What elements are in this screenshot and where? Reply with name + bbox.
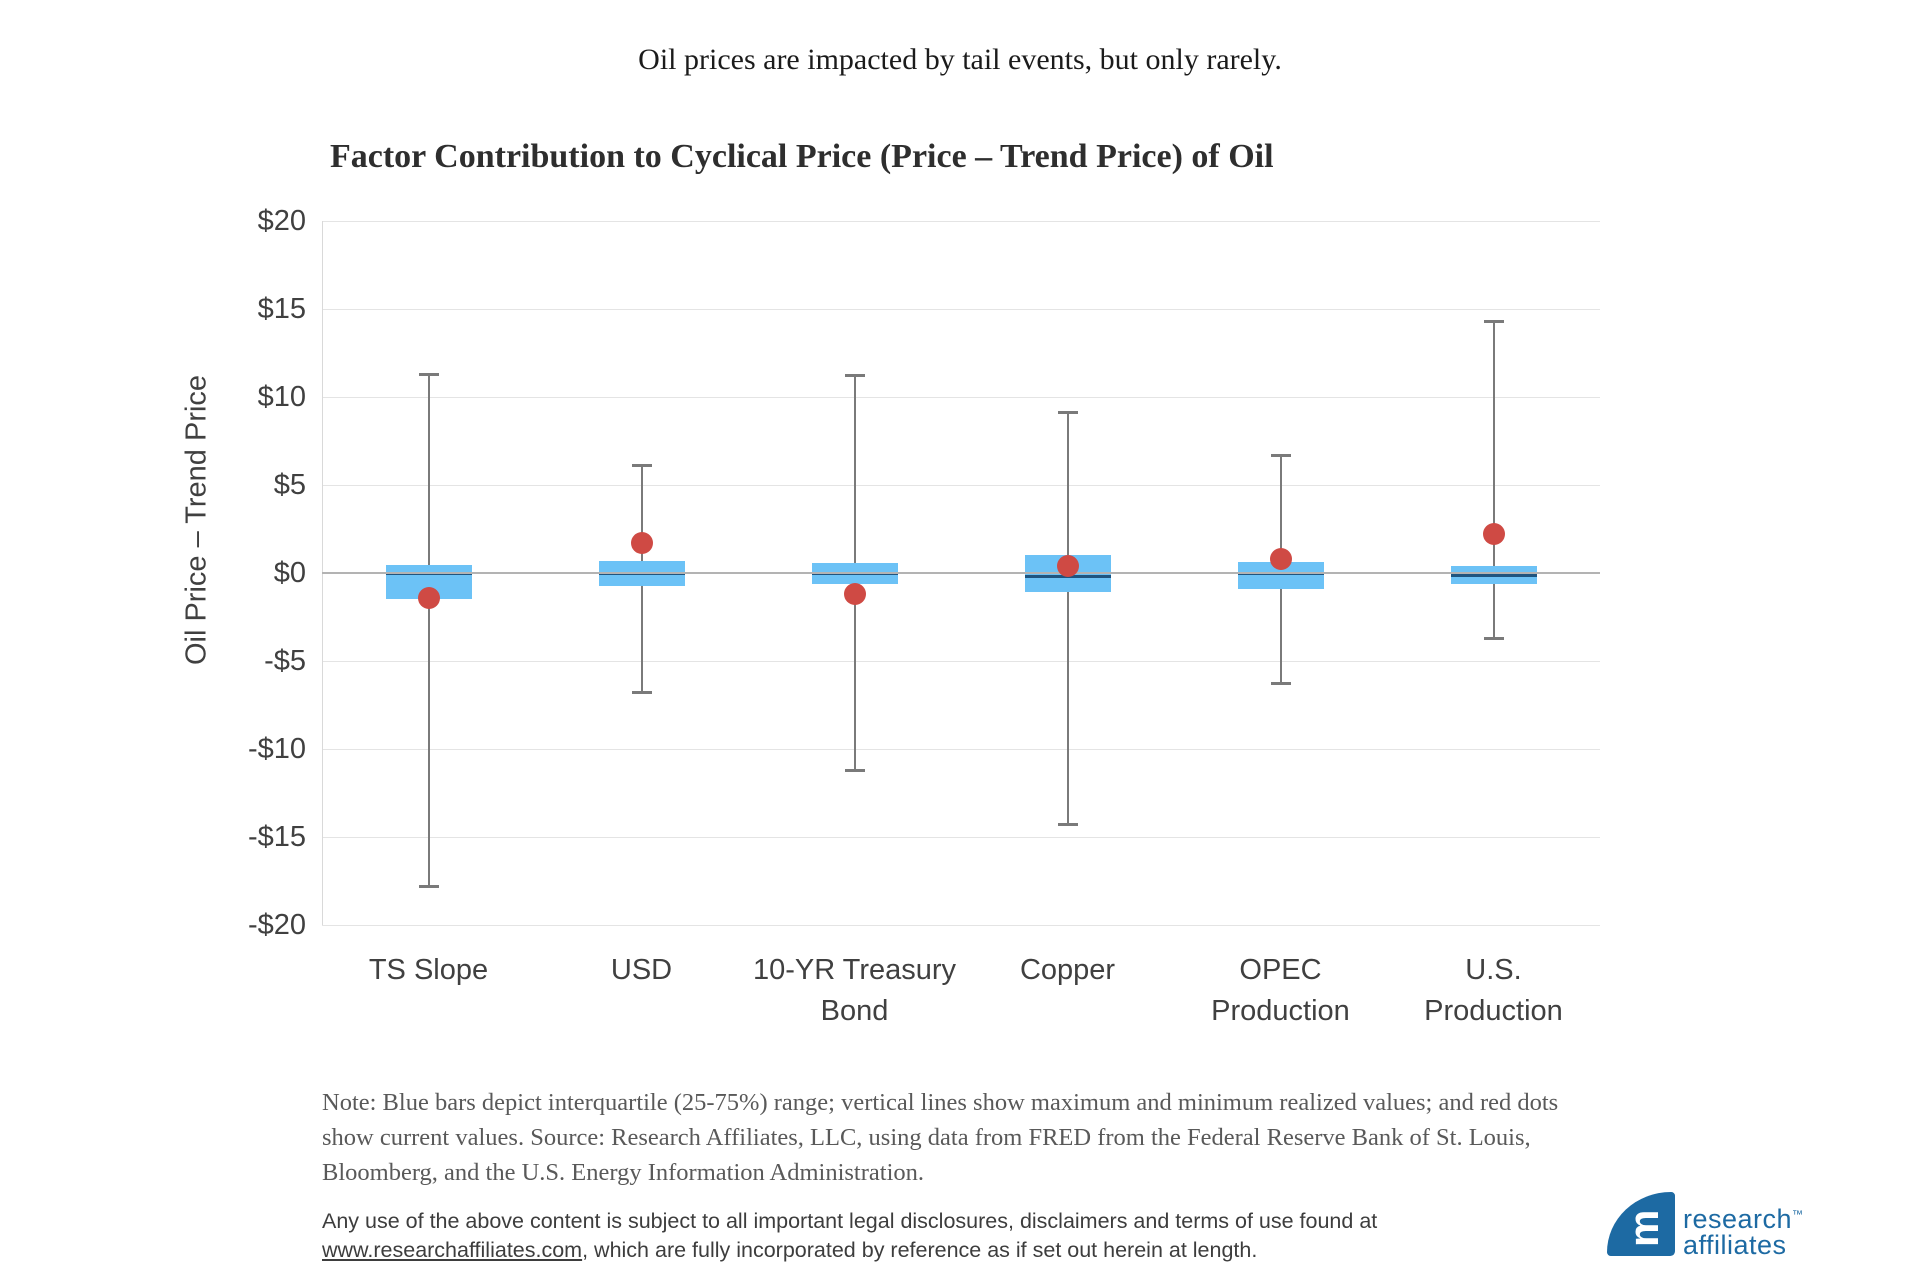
y-tick-label: $0: [273, 557, 306, 589]
y-tick-label: $5: [273, 469, 306, 501]
gridline: [322, 660, 1600, 662]
x-axis-label: 10-YR Treasury Bond: [752, 954, 957, 1027]
ra-monogram-icon: m: [1619, 1210, 1667, 1248]
gridline: [322, 748, 1600, 750]
gridline: [322, 484, 1600, 486]
y-tick-label: -$10: [247, 733, 306, 765]
gridline: [322, 308, 1600, 310]
whisker-min-cap: [1270, 682, 1291, 686]
y-tick-label: -$15: [247, 821, 306, 853]
logo-word-affiliates: affiliates: [1683, 1230, 1787, 1260]
headline-text: Oil prices are impacted by tail events, …: [638, 42, 1282, 76]
trademark-symbol: ™: [1792, 1209, 1804, 1221]
ra-logo: m research™ affiliates: [1607, 1192, 1804, 1260]
disclaimer-line-rest: , which are fully incorporated by refere…: [582, 1238, 1258, 1262]
note-text: Note: Blue bars depict interquartile (25…: [322, 1085, 1558, 1190]
note-line: Note: Blue bars depict interquartile (25…: [322, 1089, 1559, 1116]
ra-logo-mark-icon: m: [1607, 1192, 1675, 1256]
whisker: [427, 374, 430, 887]
disclaimer-line: www.researchaffiliates.com, which are fu…: [322, 1236, 1377, 1265]
whisker-max-cap: [844, 374, 865, 378]
y-tick-label: $15: [257, 293, 306, 325]
logo-word-research: research: [1683, 1204, 1793, 1234]
whisker-min-cap: [1057, 823, 1078, 827]
whisker: [1066, 412, 1069, 825]
x-axis-label: USD: [610, 954, 673, 986]
chart-title: Factor Contribution to Cyclical Price (P…: [330, 138, 1274, 175]
whisker-max-cap: [631, 464, 652, 468]
disclaimer-line: Any use of the above content is subject …: [322, 1209, 1378, 1233]
whisker-min-cap: [631, 691, 652, 695]
x-axis-label: OPEC Production: [1211, 954, 1350, 1027]
whisker-min-cap: [1483, 636, 1504, 640]
y-tick-label: $10: [257, 381, 306, 413]
x-axis-label: Copper: [1019, 954, 1116, 986]
whisker-max-cap: [1270, 453, 1291, 457]
note-line: show current values. Source: Research Af…: [322, 1124, 1531, 1151]
whisker-max-cap: [418, 372, 439, 376]
current-value-dot: [1056, 554, 1079, 577]
headline-banner: Oil prices are impacted by tail events, …: [280, 12, 1640, 107]
whisker-max-cap: [1483, 319, 1504, 323]
current-value-dot: [630, 532, 653, 555]
ra-logo-text: research™ affiliates: [1683, 1202, 1804, 1260]
gridline: [322, 924, 1600, 926]
legal-disclaimer: Any use of the above content is subject …: [322, 1207, 1377, 1265]
y-axis-title: Oil Price – Trend Price: [180, 374, 213, 666]
zero-gridline: [322, 572, 1600, 574]
current-value-dot: [843, 583, 866, 606]
x-axis-label: TS Slope: [368, 954, 489, 986]
researchaffiliates-link[interactable]: www.researchaffiliates.com: [322, 1238, 583, 1262]
whisker-max-cap: [1057, 411, 1078, 415]
whisker-min-cap: [844, 768, 865, 772]
gridline: [322, 836, 1600, 838]
current-value-dot: [1482, 523, 1505, 546]
whisker-min-cap: [418, 884, 439, 888]
gridline: [322, 396, 1600, 398]
y-tick-label: -$5: [264, 645, 306, 677]
y-tick-label: -$20: [247, 909, 306, 941]
current-value-dot: [1269, 547, 1292, 570]
current-value-dot: [417, 586, 440, 609]
y-tick-label: $20: [257, 205, 306, 237]
note-line: Bloomberg, and the U.S. Energy Informati…: [322, 1159, 924, 1186]
whisker: [1492, 321, 1495, 639]
x-axis-label: U.S. Production: [1424, 954, 1563, 1027]
gridline: [322, 220, 1600, 222]
median-line: [1450, 573, 1537, 577]
